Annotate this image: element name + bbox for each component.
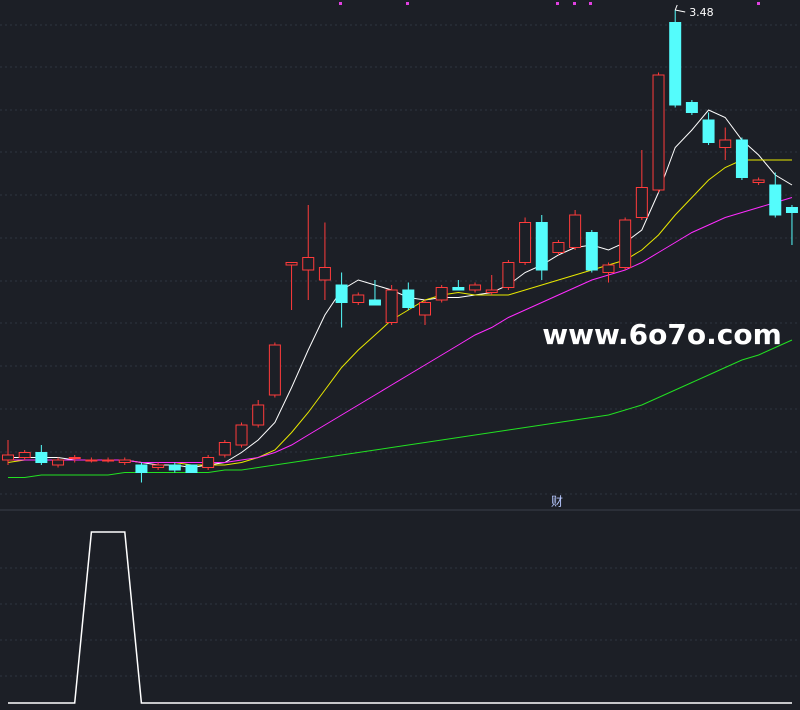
candle-body bbox=[435, 287, 448, 301]
candle-body bbox=[102, 459, 115, 462]
candle-body bbox=[118, 459, 131, 463]
candle-body bbox=[402, 289, 415, 308]
panel-label: 财 bbox=[551, 495, 563, 509]
candle-body bbox=[469, 284, 482, 291]
candle-body bbox=[619, 219, 632, 268]
plot: 3.48 bbox=[2, 4, 798, 704]
high-flag bbox=[674, 4, 686, 13]
candle-body bbox=[485, 289, 498, 293]
candle-body bbox=[168, 464, 181, 471]
ma-line bbox=[8, 109, 793, 469]
candle-body bbox=[252, 404, 265, 426]
candle-body bbox=[602, 264, 615, 273]
candle-body bbox=[152, 464, 165, 468]
candle-body bbox=[552, 242, 565, 253]
candle-body bbox=[735, 139, 748, 178]
ma-line bbox=[8, 197, 793, 463]
indicator-line bbox=[8, 531, 792, 704]
candle-body bbox=[652, 74, 665, 191]
candle-body bbox=[302, 257, 315, 271]
candle-body bbox=[685, 102, 698, 113]
candle-body bbox=[335, 284, 348, 303]
candle-body bbox=[785, 207, 798, 213]
candle-body bbox=[202, 457, 215, 468]
candle-body bbox=[585, 232, 598, 271]
candle-body bbox=[68, 457, 81, 459]
candle-body bbox=[752, 179, 765, 183]
candle-body bbox=[2, 454, 14, 461]
candle-body bbox=[18, 452, 31, 458]
candle-body bbox=[519, 222, 532, 263]
top-markers bbox=[339, 2, 760, 5]
candle-body bbox=[769, 184, 782, 216]
candle-body bbox=[318, 267, 331, 281]
candle-body bbox=[385, 289, 398, 323]
candle-body bbox=[419, 302, 431, 316]
candle-body bbox=[185, 464, 198, 473]
candle-body bbox=[235, 424, 248, 446]
candle-body bbox=[569, 214, 582, 248]
candle-body bbox=[135, 464, 148, 473]
candle-body bbox=[218, 442, 231, 456]
candle-body bbox=[52, 459, 65, 466]
candle-body bbox=[635, 187, 648, 218]
candle-body bbox=[85, 459, 98, 462]
candle-body bbox=[719, 139, 732, 148]
candle-body bbox=[452, 287, 465, 291]
candle-body bbox=[535, 222, 548, 271]
candle-body bbox=[368, 299, 381, 306]
candle-body bbox=[502, 262, 515, 288]
candle-body bbox=[669, 22, 682, 106]
candle-body bbox=[285, 262, 298, 266]
grid bbox=[0, 24, 800, 677]
candle-body bbox=[702, 119, 715, 143]
ma-line bbox=[7, 159, 792, 466]
candle-body bbox=[35, 452, 48, 463]
watermark: www.6o7o.com bbox=[542, 318, 782, 351]
candle-body bbox=[352, 294, 365, 303]
high-label: 3.48 bbox=[689, 6, 714, 19]
candle-body bbox=[268, 344, 281, 396]
